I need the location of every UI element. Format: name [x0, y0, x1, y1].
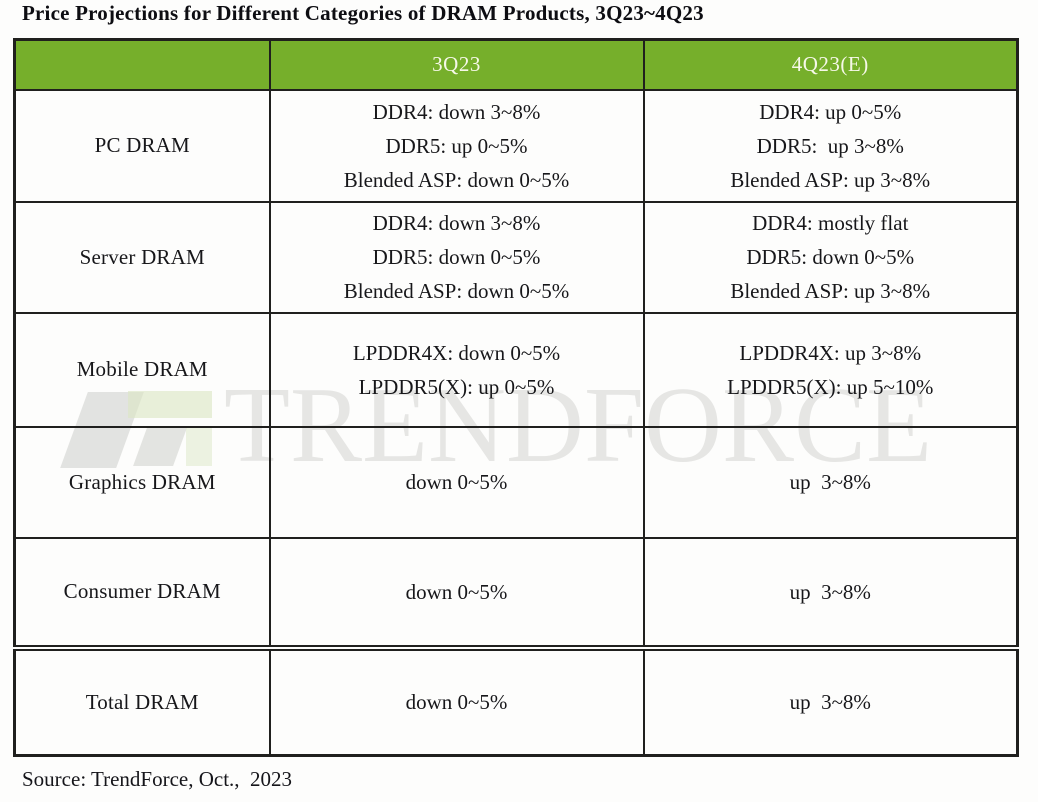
price-projection-table: 3Q23 4Q23(E) PC DRAM DDR4: down 3~8% DDR5… — [13, 38, 1019, 757]
table-row: Graphics DRAM down 0~5% up 3~8% — [13, 425, 1019, 539]
cell-4q23e: LPDDR4X: up 3~8% LPDDR5(X): up 5~10% — [642, 311, 1019, 428]
table-row: Total DRAM down 0~5% up 3~8% — [13, 644, 1019, 757]
header-3q23: 3Q23 — [268, 38, 645, 91]
row-category-label: Mobile DRAM — [13, 311, 271, 428]
table-row: Mobile DRAM LPDDR4X: down 0~5% LPDDR5(X):… — [13, 311, 1019, 428]
cell-3q23: LPDDR4X: down 0~5% LPDDR5(X): up 0~5% — [268, 311, 645, 428]
table-row: Consumer DRAM down 0~5% up 3~8% — [13, 536, 1019, 649]
cell-3q23: DDR4: down 3~8% DDR5: up 0~5% Blended AS… — [268, 88, 645, 203]
source-note: Source: TrendForce, Oct., 2023 — [22, 767, 293, 791]
cell-3q23: down 0~5% — [268, 425, 645, 539]
cell-4q23e: up 3~8% — [642, 644, 1019, 757]
cell-4q23e: DDR4: up 0~5% DDR5: up 3~8% Blended ASP:… — [642, 88, 1019, 203]
row-category-label: PC DRAM — [13, 88, 271, 203]
row-category-label: Total DRAM — [13, 644, 271, 757]
row-category-label: Consumer DRAM — [13, 536, 271, 649]
cell-3q23: down 0~5% — [268, 536, 645, 649]
table-header-row: 3Q23 4Q23(E) — [13, 38, 1019, 91]
table-body: PC DRAM DDR4: down 3~8% DDR5: up 0~5% Ble… — [13, 88, 1019, 757]
header-4q23e: 4Q23(E) — [642, 38, 1019, 91]
header-empty-cell — [13, 38, 271, 91]
cell-3q23: down 0~5% — [268, 644, 645, 757]
page-title: Price Projections for Different Categori… — [22, 1, 704, 25]
row-category-label: Server DRAM — [13, 200, 271, 314]
cell-4q23e: up 3~8% — [642, 425, 1019, 539]
cell-4q23e: DDR4: mostly flat DDR5: down 0~5% Blende… — [642, 200, 1019, 314]
cell-3q23: DDR4: down 3~8% DDR5: down 0~5% Blended … — [268, 200, 645, 314]
table-row: Server DRAM DDR4: down 3~8% DDR5: down 0~… — [13, 200, 1019, 314]
table-row: PC DRAM DDR4: down 3~8% DDR5: up 0~5% Ble… — [13, 88, 1019, 203]
row-category-label: Graphics DRAM — [13, 425, 271, 539]
cell-4q23e: up 3~8% — [642, 536, 1019, 649]
